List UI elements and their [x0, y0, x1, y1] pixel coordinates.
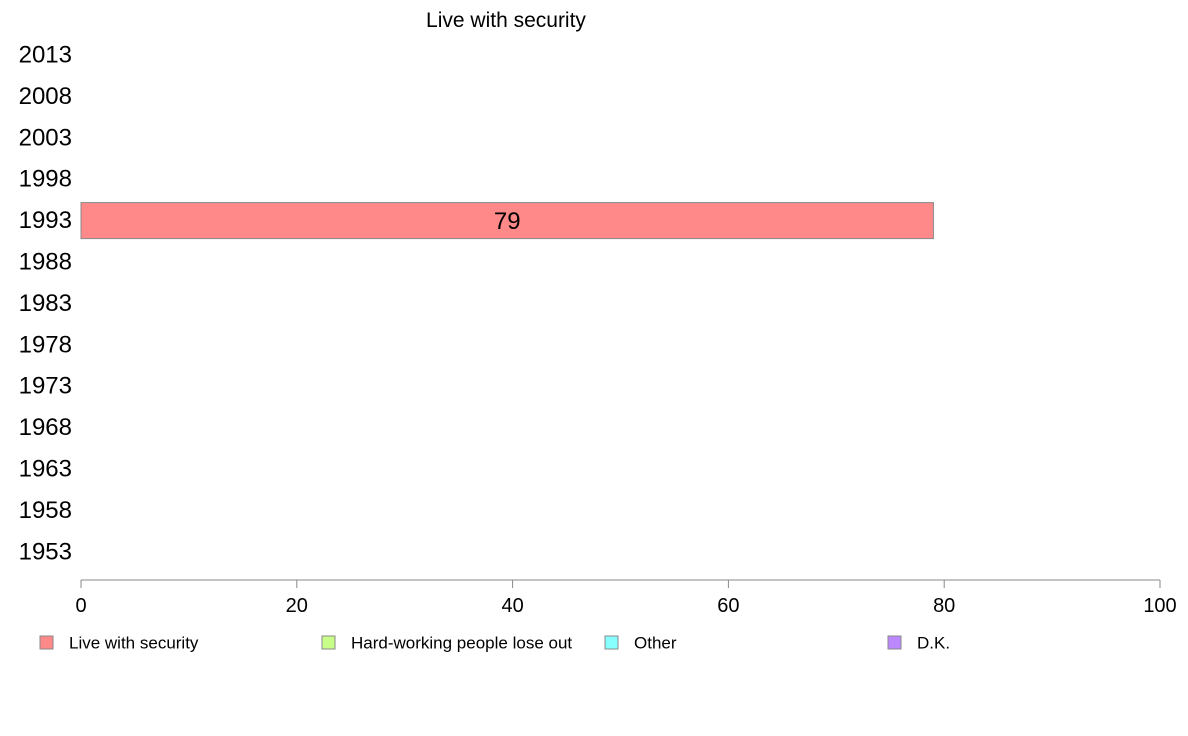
- x-tick-label: 100: [1143, 595, 1176, 617]
- x-axis: 0 20 40 60 80 100: [75, 579, 1177, 617]
- legend: Live with security Hard-working people lo…: [39, 634, 950, 653]
- x-tick-label: 40: [501, 595, 523, 617]
- x-tick-label: 20: [286, 595, 308, 617]
- y-tick-label: 1983: [19, 290, 72, 317]
- y-tick-label: 2013: [19, 42, 72, 69]
- x-tick-label: 80: [933, 595, 955, 617]
- bars: 79: [80, 202, 934, 240]
- legend-label: Hard-working people lose out: [351, 634, 572, 653]
- legend-label: Other: [634, 634, 677, 653]
- chart-title: Live with security: [426, 9, 586, 32]
- y-tick-label: 1968: [19, 414, 72, 441]
- legend-label: Live with security: [69, 634, 199, 653]
- bar-value-label: 79: [494, 208, 521, 235]
- y-tick-label: 1973: [19, 373, 72, 400]
- y-tick-label: 1998: [19, 166, 72, 193]
- x-tick-label: 60: [717, 595, 739, 617]
- y-tick-label: 1988: [19, 249, 72, 276]
- y-tick-label: 1958: [19, 497, 72, 524]
- legend-swatch: [887, 635, 902, 650]
- y-tick-label: 1953: [19, 538, 72, 565]
- legend-swatch: [321, 635, 336, 650]
- legend-swatch: [604, 635, 619, 650]
- y-tick-label: 1963: [19, 456, 72, 483]
- x-tick-label: 0: [75, 595, 86, 617]
- bar: [80, 202, 934, 240]
- y-tick-label: 2008: [19, 83, 72, 110]
- y-tick-label: 1978: [19, 331, 72, 358]
- y-tick-label: 1993: [19, 207, 72, 234]
- y-tick-label: 2003: [19, 124, 72, 151]
- legend-swatch: [39, 635, 54, 650]
- y-axis-labels: 2013 2008 2003 1998 1993 1988 1983 1978 1973 1968…: [19, 42, 72, 566]
- legend-label: D.K.: [917, 634, 950, 653]
